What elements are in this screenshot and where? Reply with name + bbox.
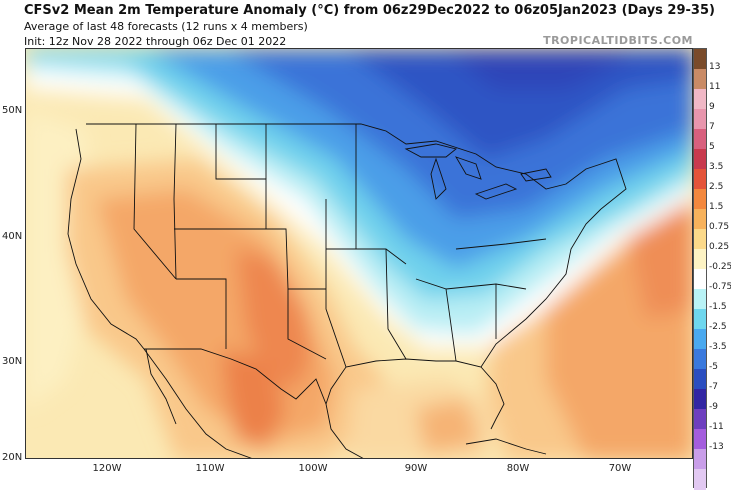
colorbar-segment [694, 229, 706, 250]
colorbar-segment [694, 369, 706, 390]
colorbar-tick-label: 11 [709, 82, 721, 92]
colorbar-segment [694, 449, 706, 470]
colorbar-tick-label: -11 [709, 422, 724, 432]
lon-label: 100W [298, 463, 328, 474]
colorbar-tick-label: 1.5 [709, 202, 724, 212]
colorbar-tick-label: -7 [709, 382, 718, 392]
lon-label: 70W [608, 463, 632, 474]
colorbar-segment [694, 269, 706, 290]
lat-label: 50N [2, 105, 23, 116]
colorbar-segment [694, 189, 706, 210]
lon-label: 110W [195, 463, 225, 474]
colorbar-segment [694, 69, 706, 90]
colorbar-tick-label: -5 [709, 362, 718, 372]
colorbar-segment [694, 109, 706, 130]
colorbar-segment [694, 289, 706, 310]
colorbar-tick-label: 9 [709, 102, 715, 112]
colorbar-segment [694, 89, 706, 110]
colorbar-segment [694, 149, 706, 170]
map-subtitle-init-range: Init: 12z Nov 28 2022 through 06z Dec 01… [24, 35, 287, 48]
colorbar-tick-label: 13 [709, 62, 721, 72]
colorbar-segment [694, 429, 706, 450]
colorbar-tick-label: -13 [709, 442, 724, 452]
colorbar-segment [694, 49, 706, 70]
colorbar-segment [694, 129, 706, 150]
colorbar-segment [694, 169, 706, 190]
temperature-anomaly-map [25, 48, 693, 459]
colorbar-tick-label: -2.5 [709, 322, 727, 332]
colorbar-tick-label: -0.25 [709, 262, 731, 272]
colorbar-tick-label: 3.5 [709, 162, 724, 172]
lon-label: 80W [506, 463, 530, 474]
colorbar-tick-label: -1.5 [709, 302, 727, 312]
colorbar-tick-label: 0.75 [709, 222, 730, 232]
colorbar-segment [694, 389, 706, 410]
colorbar-segment [694, 209, 706, 230]
lat-label: 40N [2, 231, 23, 242]
lon-label: 90W [404, 463, 428, 474]
great-lakes [404, 143, 552, 200]
colorbar-segment [694, 329, 706, 350]
site-brand-watermark: TROPICALTIDBITS.COM [543, 34, 693, 47]
lat-label: 30N [2, 356, 23, 367]
map-title: CFSv2 Mean 2m Temperature Anomaly (°C) f… [24, 3, 715, 18]
colorbar-tick-label: 7 [709, 122, 715, 132]
colorbar-tick-label: -9 [709, 402, 718, 412]
colorbar-segment [694, 309, 706, 330]
colorbar-segment [694, 469, 706, 490]
colorbar-tick-label: 5 [709, 142, 715, 152]
colorbar [693, 48, 707, 490]
colorbar-tick-label: 0.25 [709, 242, 730, 252]
colorbar-segment [694, 349, 706, 370]
lon-label: 120W [92, 463, 122, 474]
anomaly-field-svg [26, 49, 692, 458]
colorbar-tick-label: -0.75 [709, 282, 731, 292]
colorbar-tick-label: -3.5 [709, 342, 727, 352]
map-subtitle-forecast-average: Average of last 48 forecasts (12 runs x … [24, 20, 308, 33]
colorbar-segment [694, 249, 706, 270]
colorbar-tick-label: 2.5 [709, 182, 724, 192]
boundary-lines [67, 123, 627, 458]
colorbar-segment [694, 409, 706, 430]
lat-label: 20N [2, 452, 23, 463]
